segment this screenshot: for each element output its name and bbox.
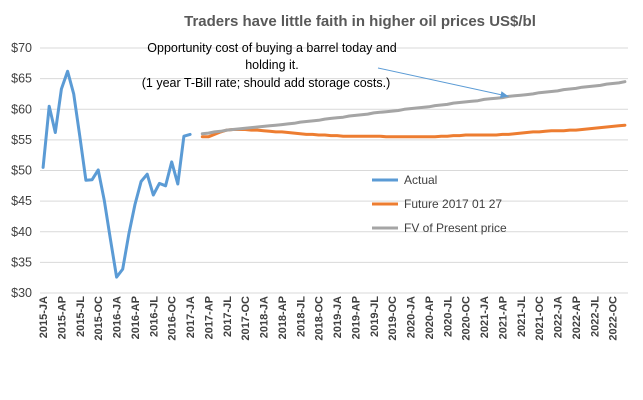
x-tick-label: 2021-AP xyxy=(497,296,509,339)
annotation: Opportunity cost of buying a barrel toda… xyxy=(142,41,509,99)
legend: Actual Future 2017 01 27 FV of Present pri… xyxy=(372,173,507,235)
series-line-2 xyxy=(200,80,627,136)
legend-label: Future 2017 01 27 xyxy=(404,197,502,211)
gridlines xyxy=(40,47,628,294)
annotation-text: Opportunity cost of buying a barrel toda… xyxy=(147,41,397,55)
chart-title: Traders have little faith in higher oil … xyxy=(184,13,536,30)
x-tick-label: 2016-AP xyxy=(130,296,142,339)
x-tick-label: 2016-JA xyxy=(112,296,124,338)
x-tick-label: 2019-AP xyxy=(350,296,362,339)
x-tick-label: 2020-AP xyxy=(424,296,436,339)
x-tick-label: 2015-JA xyxy=(38,296,50,338)
legend-label: FV of Present price xyxy=(404,221,507,235)
x-tick-label: 2021-JL xyxy=(516,296,528,337)
y-tick-label: $65 xyxy=(11,72,32,86)
x-tick-label: 2016-OC xyxy=(167,296,179,341)
x-tick-label: 2017-AP xyxy=(203,296,215,339)
y-tick-label: $60 xyxy=(11,102,32,116)
legend-label: Actual xyxy=(404,173,437,187)
series-line-0 xyxy=(41,69,192,279)
annotation-text: holding it. xyxy=(245,58,299,72)
y-tick-label: $50 xyxy=(11,164,32,178)
y-tick-label: $45 xyxy=(11,194,32,208)
x-tick-label: 2017-JL xyxy=(222,296,234,337)
x-tick-label: 2018-JA xyxy=(259,296,271,338)
x-tick-label: 2016-JL xyxy=(148,296,160,337)
y-tick-label: $35 xyxy=(11,255,32,269)
series-line-1 xyxy=(200,123,627,139)
annotation-text: (1 year T-Bill rate; should add storage … xyxy=(142,76,391,90)
x-tick-label: 2021-OC xyxy=(534,296,546,341)
x-tick-label: 2022-AP xyxy=(571,296,583,339)
x-tick-label: 2020-JA xyxy=(406,296,418,338)
x-tick-label: 2017-OC xyxy=(240,296,252,341)
x-tick-label: 2019-OC xyxy=(387,296,399,341)
annotation-arrow xyxy=(377,67,509,97)
x-tick-label: 2021-JA xyxy=(479,296,491,338)
x-tick-label: 2019-JL xyxy=(369,296,381,337)
x-tick-label: 2017-JA xyxy=(185,296,197,338)
x-axis-ticks: 2015-JA 2015-AP 2015-JL 2015-OC 2016-JA 2016-… xyxy=(38,296,620,341)
y-tick-label: $55 xyxy=(11,133,32,147)
x-tick-label: 2018-OC xyxy=(314,296,326,341)
x-tick-label: 2019-JA xyxy=(332,296,344,338)
x-tick-label: 2015-AP xyxy=(56,296,68,339)
y-tick-label: $70 xyxy=(11,41,32,55)
y-axis-ticks: $30 $35 $40 $45 $50 $55 $60 $65 $70 xyxy=(11,41,32,300)
series-lines xyxy=(41,69,627,279)
y-tick-label: $40 xyxy=(11,225,32,239)
x-tick-label: 2018-JL xyxy=(295,296,307,337)
x-tick-label: 2022-JL xyxy=(589,296,601,337)
x-tick-label: 2020-OC xyxy=(461,296,473,341)
x-tick-label: 2022-OC xyxy=(608,296,620,341)
x-tick-label: 2022-JA xyxy=(553,296,565,338)
annotation-arrowhead xyxy=(500,91,509,99)
x-tick-label: 2018-AP xyxy=(277,296,289,339)
x-tick-label: 2020-JL xyxy=(442,296,454,337)
x-tick-label: 2015-OC xyxy=(93,296,105,341)
y-tick-label: $30 xyxy=(11,286,32,300)
x-tick-label: 2015-JL xyxy=(75,296,87,337)
